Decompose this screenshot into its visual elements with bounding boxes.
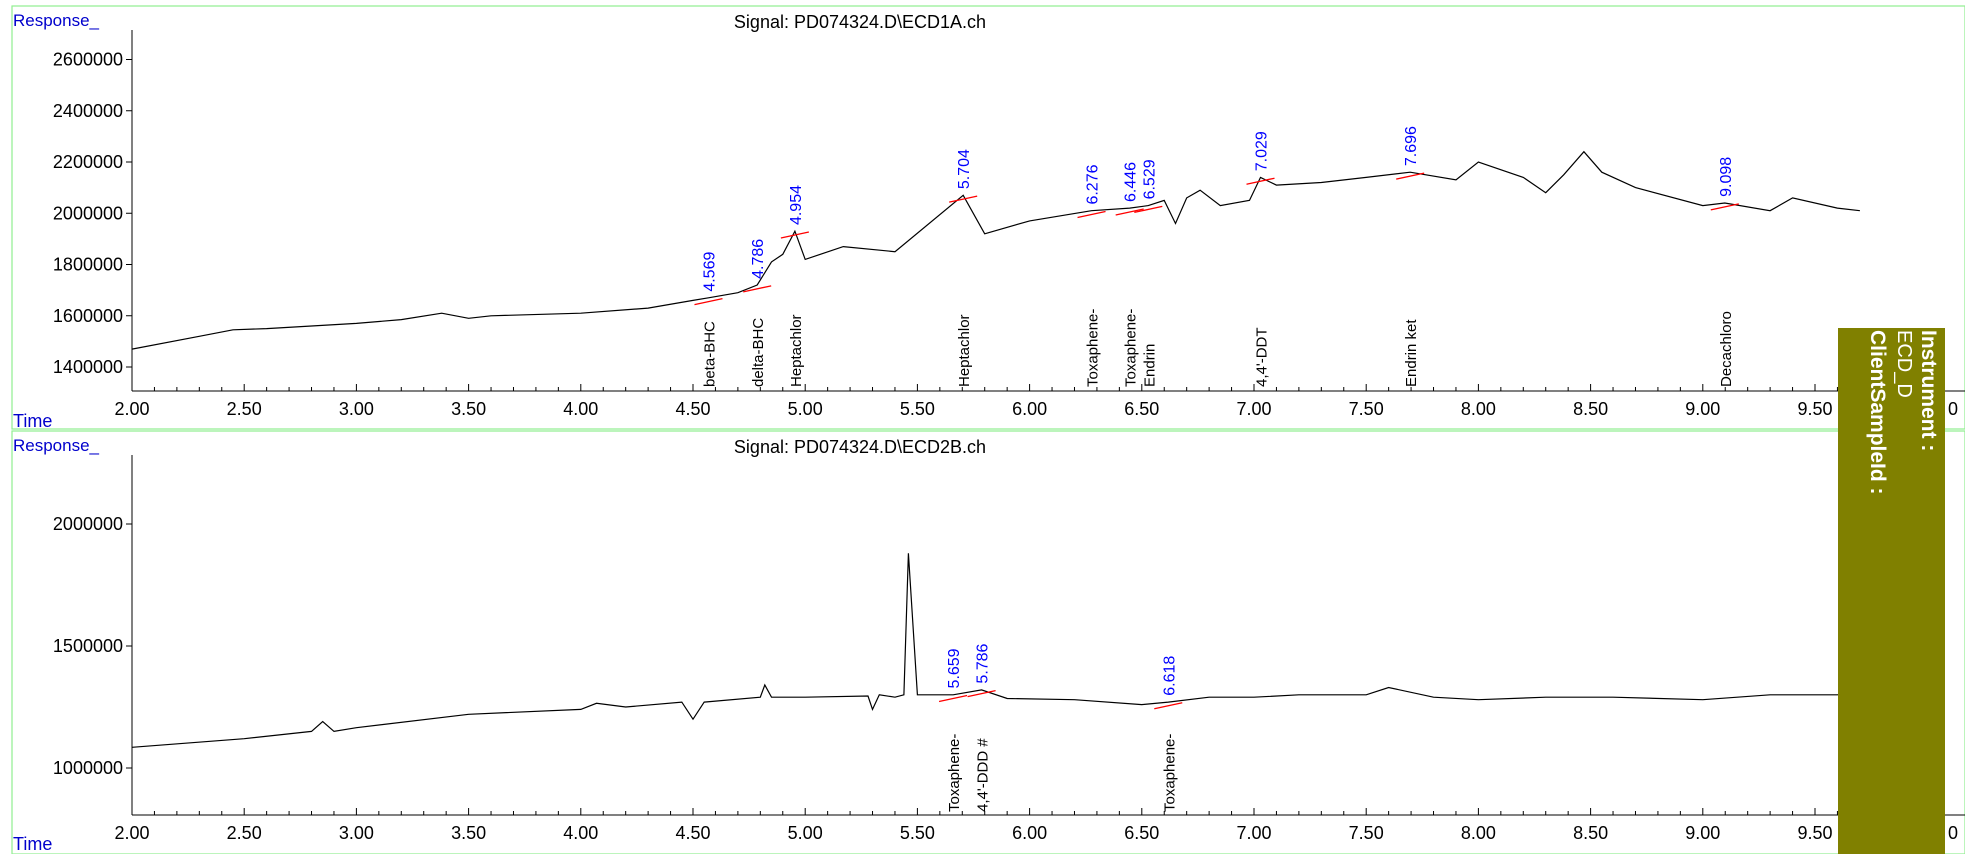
x-tick-label: 5.00 (788, 399, 823, 419)
peak-rt-label: 6.529 (1141, 159, 1158, 199)
client-sample-id-label: ClientSampleId : (1866, 330, 1889, 495)
panel-2-time-label: Time (13, 834, 52, 854)
peak-rt-label: 5.659 (946, 648, 963, 688)
y-tick-label: 1500000 (53, 636, 123, 656)
peak-rt-label: 5.704 (956, 149, 973, 189)
peak-rt-label: 6.618 (1161, 656, 1178, 696)
panel-1-signal-title: Signal: PD074324.D\ECD1A.ch (734, 12, 986, 32)
x-tick-label: 8.50 (1573, 399, 1608, 419)
x-tick-label: 4.50 (675, 399, 710, 419)
peak-rt-label: 6.446 (1123, 162, 1140, 202)
x-tick-label: 0 (1948, 823, 1958, 843)
peak-rt-label: 5.786 (975, 643, 992, 683)
x-tick-label: 2.50 (227, 823, 262, 843)
y-tick-label: 2000000 (53, 203, 123, 223)
peak-rt-label: 7.696 (1403, 126, 1420, 166)
panel-1-frame (11, 5, 1965, 430)
x-tick-label: 6.50 (1124, 399, 1159, 419)
x-tick-label: 7.00 (1236, 823, 1271, 843)
peak-baseline (938, 694, 968, 703)
signal-trace-1 (131, 150, 1860, 350)
peak-compound-label: Heptachlor (788, 314, 805, 387)
instrument-value: ECD_D (1893, 330, 1915, 398)
instrument-label: Instrument : (1917, 330, 1940, 451)
peak-compound-label: Decachloro (1718, 311, 1735, 387)
x-tick-label: 8.50 (1573, 823, 1608, 843)
peak-rt-label: 6.276 (1085, 164, 1102, 204)
peak-compound-label: 4,4'-DDT (1254, 327, 1271, 387)
x-tick-label: 2.00 (114, 823, 149, 843)
x-tick-label: 6.00 (1012, 823, 1047, 843)
peak-baseline (1710, 203, 1739, 211)
x-tick-label: 8.00 (1461, 399, 1496, 419)
peak-compound-label: beta-BHC (701, 321, 718, 387)
x-tick-label: 3.00 (339, 399, 374, 419)
panel-2-frame (11, 430, 1965, 854)
peak-compound-label: Endrin ket (1403, 319, 1420, 387)
peak-compound-label: Toxaphene- (946, 734, 963, 812)
x-tick-label: 2.50 (227, 399, 262, 419)
x-tick-label: 9.00 (1685, 399, 1720, 419)
x-tick-label: 4.50 (675, 823, 710, 843)
panel-1-response-label: Response_ (13, 11, 100, 30)
x-tick-label: 9.50 (1797, 399, 1832, 419)
panel-2-signal-title: Signal: PD074324.D\ECD2B.ch (734, 437, 986, 457)
x-tick-label: 5.50 (900, 823, 935, 843)
peak-rt-label: 7.029 (1254, 131, 1271, 171)
y-tick-label: 1400000 (53, 357, 123, 377)
y-tick-label: 2600000 (53, 50, 123, 70)
x-tick-label: 4.00 (563, 823, 598, 843)
peak-compound-label: Toxaphene- (1161, 734, 1178, 812)
y-tick-label: 1600000 (53, 306, 123, 326)
peak-baseline (1396, 172, 1425, 180)
panel-1-time-label: Time (13, 411, 52, 431)
x-tick-label: 4.00 (563, 399, 598, 419)
x-tick-label: 9.50 (1797, 823, 1832, 843)
x-tick-label: 5.50 (900, 399, 935, 419)
x-tick-label: 7.50 (1349, 399, 1384, 419)
peak-baseline (1134, 205, 1163, 214)
x-tick-label: 7.00 (1236, 399, 1271, 419)
x-tick-label: 6.00 (1012, 399, 1047, 419)
x-tick-label: 5.00 (788, 823, 823, 843)
peak-rt-label: 4.954 (788, 185, 805, 225)
x-tick-label: 3.50 (451, 399, 486, 419)
x-tick-label: 0 (1948, 399, 1958, 419)
x-tick-label: 3.50 (451, 823, 486, 843)
signal-trace-2 (131, 553, 1860, 748)
peak-baseline (1115, 208, 1144, 216)
y-tick-label: 1000000 (53, 758, 123, 778)
peak-baseline (1246, 177, 1275, 185)
x-tick-label: 6.50 (1124, 823, 1159, 843)
peak-baseline (1077, 210, 1106, 219)
x-tick-label: 9.00 (1685, 823, 1720, 843)
peak-compound-label: Heptachlor (956, 314, 973, 387)
peak-baseline (780, 231, 810, 239)
panel-2-response-label: Response_ (13, 436, 100, 455)
x-tick-label: 2.00 (114, 399, 149, 419)
side-info-panel (1838, 328, 1945, 854)
y-tick-label: 1800000 (53, 255, 123, 275)
peak-rt-label: 4.786 (750, 239, 767, 279)
peak-compound-label: 4,4'-DDD # (975, 738, 992, 812)
peak-rt-label: 4.569 (701, 252, 718, 292)
peak-baseline (949, 195, 978, 203)
y-tick-label: 2200000 (53, 152, 123, 172)
y-tick-label: 2400000 (53, 101, 123, 121)
peak-baseline (694, 298, 723, 306)
x-tick-label: 8.00 (1461, 823, 1496, 843)
y-tick-label: 2000000 (53, 514, 123, 534)
peak-compound-label: Toxaphene- (1123, 309, 1140, 387)
peak-baseline (743, 285, 772, 293)
peak-rt-label: 9.098 (1718, 157, 1735, 197)
peak-baseline (967, 689, 996, 698)
peak-compound-label: Endrin (1141, 344, 1158, 387)
peak-compound-label: delta-BHC (750, 318, 767, 387)
x-tick-label: 3.00 (339, 823, 374, 843)
x-tick-label: 7.50 (1349, 823, 1384, 843)
peak-baseline (1154, 702, 1183, 710)
peak-compound-label: Toxaphene- (1085, 309, 1102, 387)
